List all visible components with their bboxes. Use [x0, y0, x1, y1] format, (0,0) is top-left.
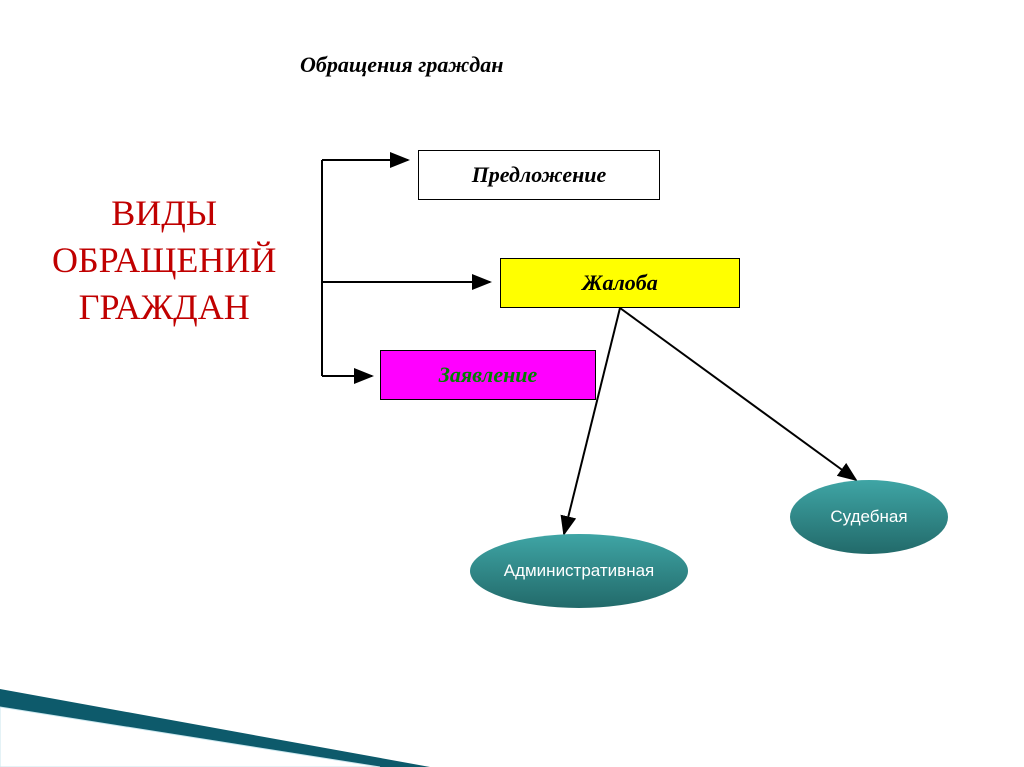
box-statement: Заявление [380, 350, 596, 400]
ellipse-administrative-label: Административная [504, 561, 655, 581]
box-proposal: Предложение [418, 150, 660, 200]
box-complaint: Жалоба [500, 258, 740, 308]
corner-decor [0, 647, 430, 767]
box-statement-label: Заявление [439, 362, 538, 388]
box-proposal-label: Предложение [472, 162, 607, 188]
ellipse-administrative: Административная [470, 534, 688, 608]
ellipse-judicial-label: Судебная [830, 507, 907, 527]
box-complaint-label: Жалоба [582, 270, 657, 296]
ellipse-judicial: Судебная [790, 480, 948, 554]
